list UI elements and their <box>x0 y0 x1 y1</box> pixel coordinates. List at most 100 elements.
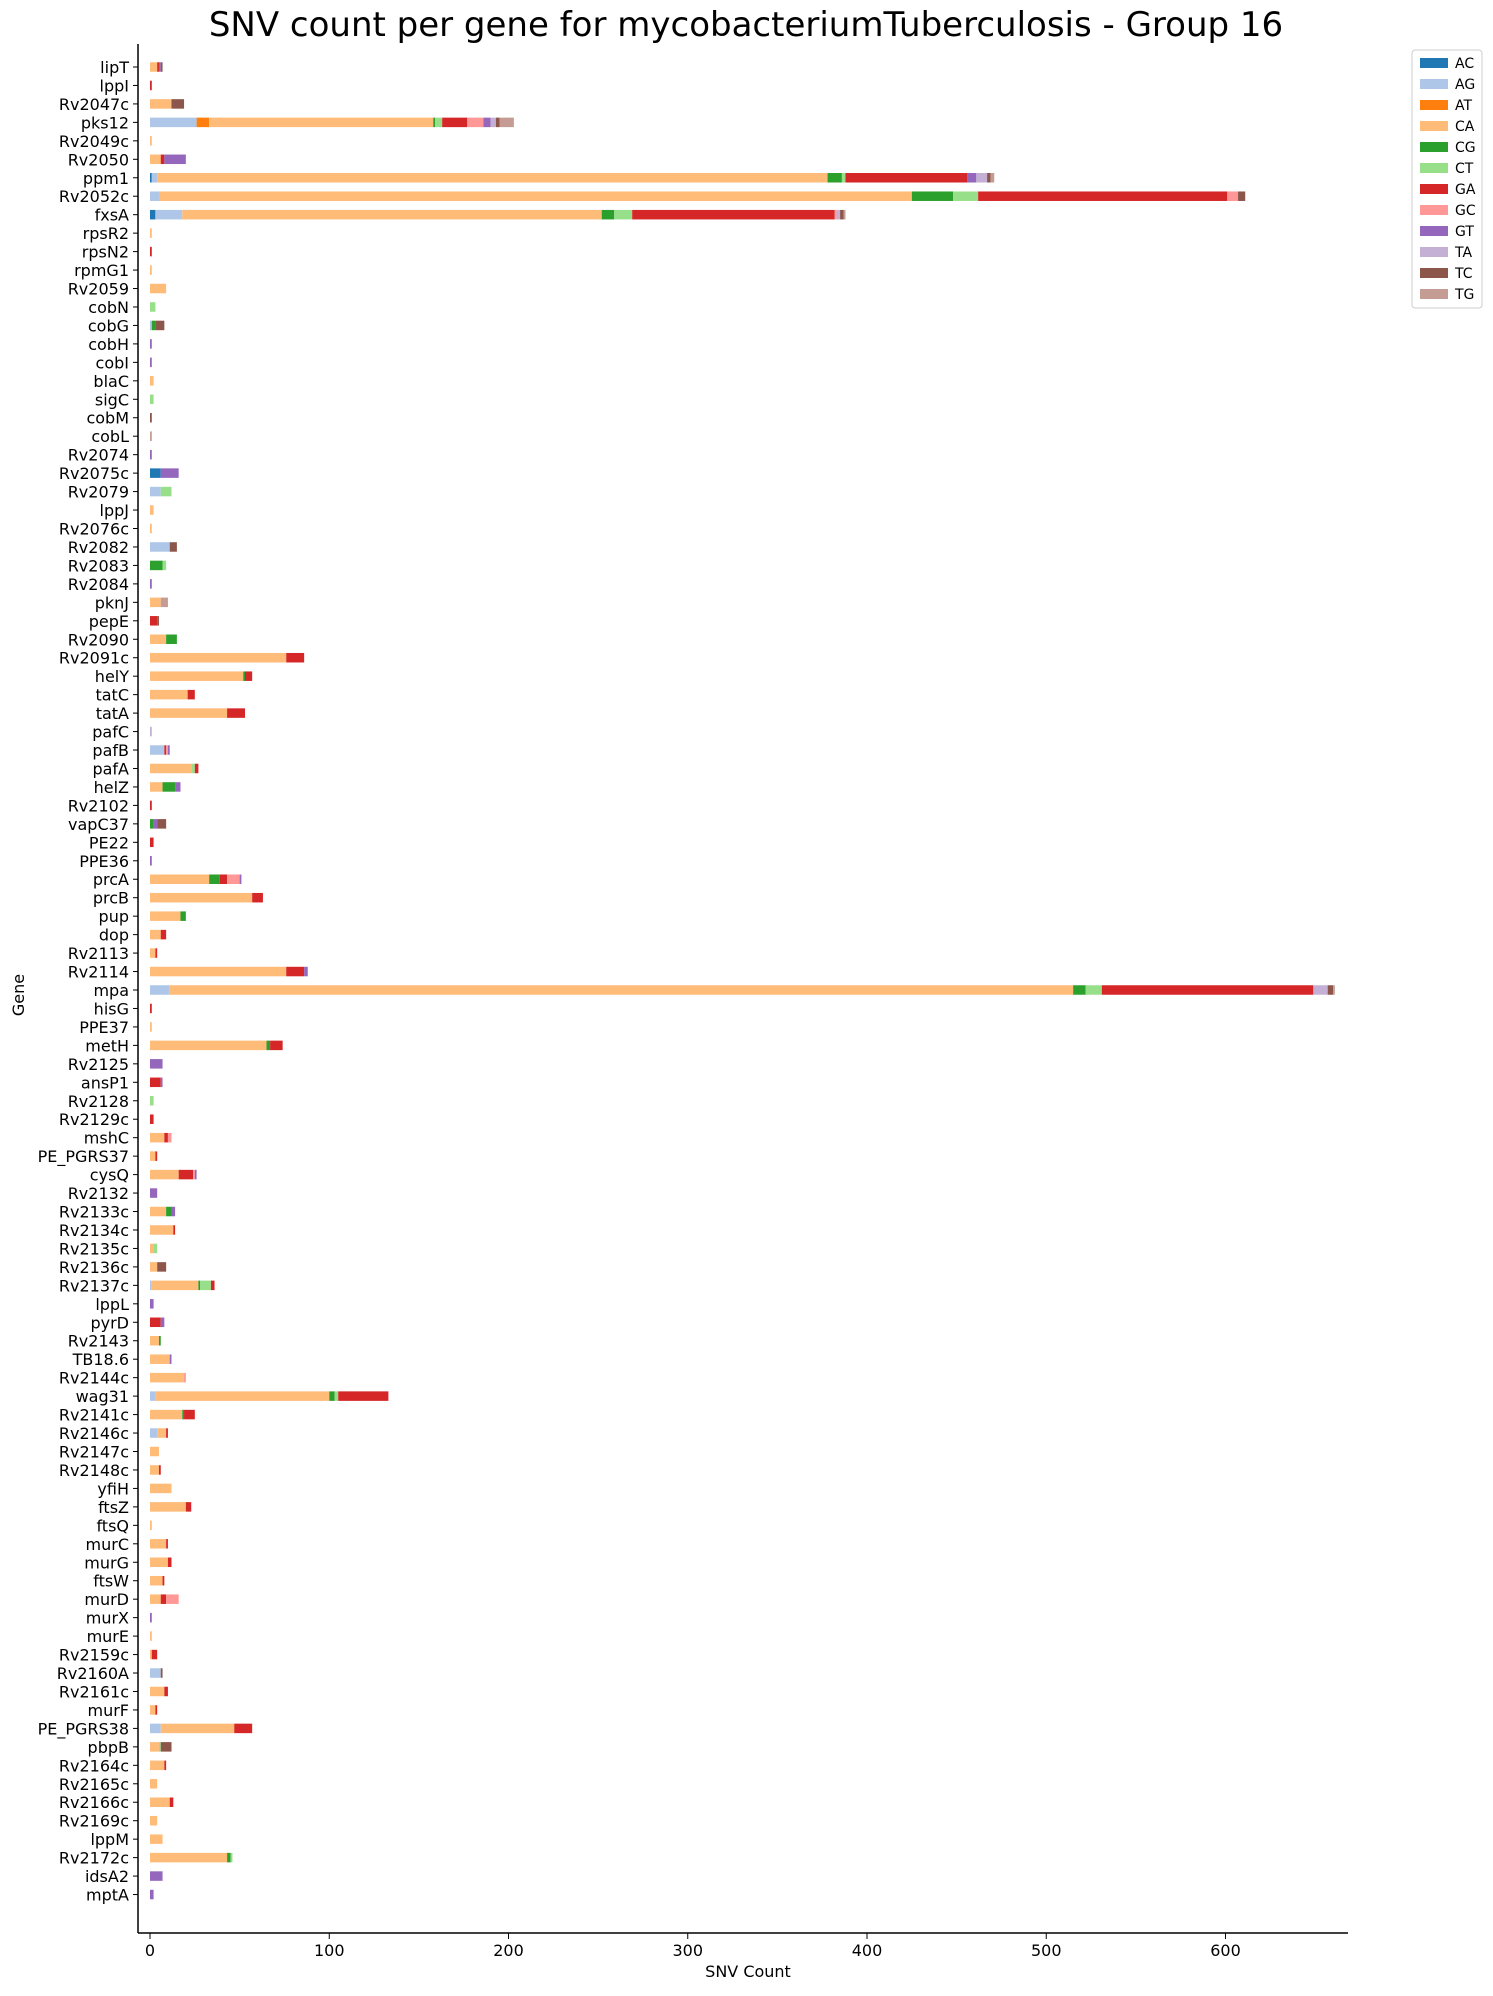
legend-label: CG <box>1455 140 1476 156</box>
y-tick-label: murE <box>87 1627 129 1646</box>
bar-segment-ga <box>270 1040 283 1051</box>
bar-segment-ca <box>150 99 172 109</box>
y-tick-label: hisG <box>94 999 129 1018</box>
x-tick-label: 600 <box>1210 1941 1241 1960</box>
bar-segment-ca <box>169 985 1074 995</box>
bar-segment-tg <box>843 209 846 220</box>
bar-segment-ca <box>150 1372 185 1383</box>
bar-segment-tc <box>160 1668 163 1678</box>
legend-swatch <box>1420 121 1448 131</box>
bar-segment-cg <box>329 1391 335 1401</box>
bar-segment-ca <box>150 1151 156 1161</box>
bar-segment-ct <box>160 486 172 497</box>
x-tick-label: 0 <box>145 1941 155 1960</box>
y-tick-label: murG <box>84 1553 129 1572</box>
y-tick-label: Rv2159c <box>59 1646 129 1665</box>
y-tick-label: Rv2141c <box>59 1406 129 1425</box>
bar-segment-tc <box>1238 191 1246 201</box>
bar-segment-tg <box>499 117 514 128</box>
bar-segment-ct <box>200 1280 211 1291</box>
bar-segment-ca <box>150 671 244 681</box>
bar-segment-at <box>196 117 210 128</box>
y-tick-label: pafB <box>92 741 129 760</box>
y-tick-label: lppI <box>100 76 129 95</box>
legend-swatch <box>1420 205 1448 215</box>
bar-segment-ga <box>167 1557 172 1568</box>
y-tick-label: Rv2160A <box>57 1664 129 1683</box>
bar-segment-gt <box>153 819 158 829</box>
bar-segment-ac <box>150 468 161 478</box>
bar-segment-ga <box>150 1003 152 1014</box>
y-tick-label: PPE37 <box>79 1018 129 1037</box>
bar-segment-ct <box>614 209 633 220</box>
y-tick-label: Rv2091c <box>59 649 129 668</box>
bar-segment-cg <box>180 911 186 921</box>
bar-segment-ga <box>164 1760 167 1771</box>
y-tick-label: Rv2113 <box>68 944 129 963</box>
y-tick-label: PE_PGRS38 <box>38 1719 129 1739</box>
bar-segment-ca <box>150 1225 174 1235</box>
legend-swatch <box>1420 79 1448 89</box>
bar-segment-gt <box>150 1059 163 1069</box>
y-tick-label: lppM <box>90 1830 129 1849</box>
bar-segment-ct <box>435 117 443 128</box>
bar-segment-ca <box>150 763 192 774</box>
x-tick-label: 100 <box>314 1941 345 1960</box>
bar-segment-ca <box>150 1742 159 1752</box>
bar-segment-ga <box>234 1723 253 1734</box>
bar-segment-ag <box>150 1668 161 1678</box>
y-tick-label: Rv2169c <box>59 1812 129 1831</box>
x-tick-label: 400 <box>852 1941 883 1960</box>
bar-segment-gc <box>1227 191 1239 201</box>
bar-segment-ca <box>150 1262 158 1272</box>
bar-segment-ga <box>155 1705 158 1715</box>
bar-segment-ca <box>150 1557 168 1568</box>
bar-segment-ca <box>150 1852 228 1863</box>
y-tick-label: pafA <box>92 759 129 778</box>
bar-segment-ta <box>976 173 988 183</box>
bar-segment-gt <box>150 449 152 460</box>
bar-segment-gt <box>150 1188 158 1198</box>
bar-segment-gt <box>160 468 179 478</box>
bar-segment-ca <box>150 1834 163 1844</box>
legend-label: GA <box>1455 182 1476 198</box>
bar-segment-tc <box>495 117 500 128</box>
bar-segment-ga <box>442 117 468 128</box>
bar-segment-ga <box>338 1391 389 1401</box>
legend-label: TG <box>1454 287 1474 303</box>
y-tick-label: Rv2059 <box>68 280 129 299</box>
y-tick-label: cobH <box>88 335 129 354</box>
bar-segment-ca <box>150 1483 172 1494</box>
bar-segment-ct <box>150 302 156 312</box>
y-tick-label: Rv2079 <box>68 483 129 502</box>
y-tick-label: cobG <box>88 316 129 335</box>
bar-segment-ca <box>150 1575 163 1586</box>
bar-segment-ca <box>150 505 154 515</box>
bar-segment-tc <box>171 99 185 109</box>
y-tick-label: murF <box>87 1701 129 1720</box>
y-tick-label: cysQ <box>90 1166 129 1185</box>
bar-segment-ca <box>155 1391 330 1401</box>
y-tick-label: Rv2114 <box>68 963 129 982</box>
y-tick-label: prcB <box>93 889 129 908</box>
bar-segment-gc <box>184 1372 186 1383</box>
bar-segment-ct <box>841 173 846 183</box>
bar-segment-ca <box>150 376 154 386</box>
bar-segment-ga <box>178 1169 194 1180</box>
bar-segment-ta <box>1313 985 1328 995</box>
bar-segment-ga <box>227 708 246 718</box>
y-tick-label: Rv2049c <box>59 132 129 151</box>
y-tick-label: pepE <box>89 612 129 631</box>
bar-segment-ga <box>1101 985 1314 995</box>
bar-segment-ag <box>150 1280 152 1291</box>
bar-segment-ca <box>150 1631 152 1641</box>
x-axis-ticks: 0 100 200 300 400 500 600 <box>145 1933 1241 1960</box>
bar-segment-ca <box>150 1705 156 1715</box>
bar-segment-tc <box>157 1262 167 1272</box>
bar-segment-ca <box>151 1280 199 1291</box>
legend-label: TC <box>1454 266 1473 282</box>
bar-segment-ag <box>150 320 152 331</box>
bar-segment-gt <box>150 1889 154 1900</box>
bar-segment-ct <box>150 394 154 405</box>
bar-segment-ag <box>150 1391 156 1401</box>
